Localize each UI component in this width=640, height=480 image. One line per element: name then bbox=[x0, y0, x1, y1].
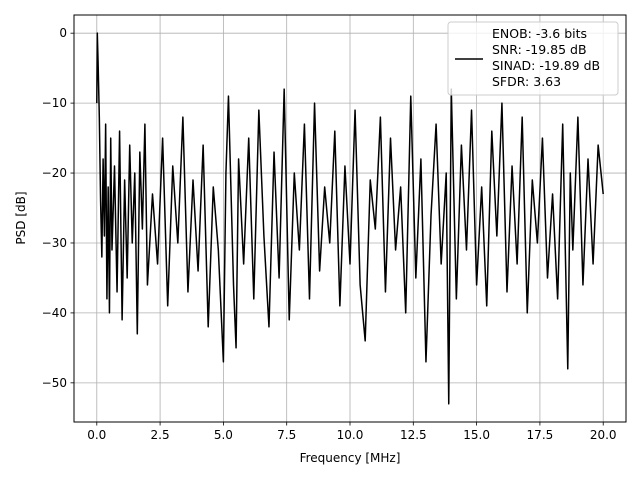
x-tick-label: 12.5 bbox=[400, 428, 427, 442]
legend-line-enob: ENOB: -3.6 bits bbox=[492, 26, 587, 41]
legend-line-snr: SNR: -19.85 dB bbox=[492, 42, 587, 57]
x-tick-label: 2.5 bbox=[151, 428, 170, 442]
x-tick-label: 17.5 bbox=[527, 428, 554, 442]
y-tick-label: −20 bbox=[42, 166, 67, 180]
x-axis-label: Frequency [MHz] bbox=[300, 451, 401, 465]
x-tick-label: 10.0 bbox=[337, 428, 364, 442]
legend-line-sfdr: SFDR: 3.63 bbox=[492, 74, 561, 89]
ticks: 0.0 2.5 5.0 7.5 10.0 12.5 15.0 17.5 20.0 0 −10 −20 −… bbox=[42, 26, 617, 442]
psd-series-line bbox=[96, 32, 604, 405]
y-tick-label: −10 bbox=[42, 96, 67, 110]
legend-box bbox=[447, 21, 619, 96]
y-tick-label: −40 bbox=[42, 306, 67, 320]
y-tick-label: −30 bbox=[42, 236, 67, 250]
legend-line-sinad: SINAD: -19.89 dB bbox=[492, 58, 600, 73]
x-tick-label: 5.0 bbox=[214, 428, 233, 442]
x-tick-label: 7.5 bbox=[277, 428, 296, 442]
y-tick-label: −50 bbox=[42, 376, 67, 390]
legend: ENOB: -3.6 bits SNR: -19.85 dB SINAD: -1… bbox=[447, 21, 619, 96]
y-axis-label: PSD [dB] bbox=[14, 191, 28, 244]
x-tick-label: 0.0 bbox=[87, 428, 106, 442]
x-tick-label: 20.0 bbox=[590, 428, 617, 442]
series-layer bbox=[96, 32, 604, 405]
x-tick-label: 15.0 bbox=[463, 428, 490, 442]
y-tick-label: 0 bbox=[59, 26, 67, 40]
